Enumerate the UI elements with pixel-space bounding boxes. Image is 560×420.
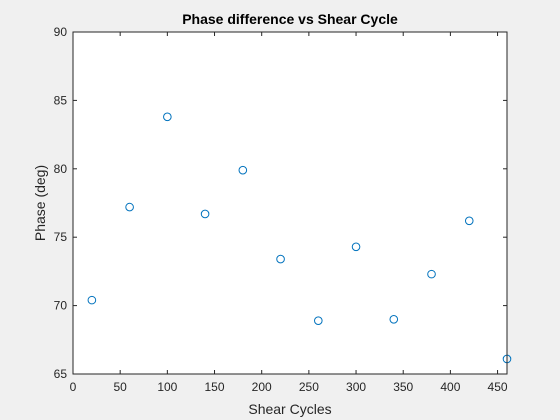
axis-ticks: 0 50 100 150 200 250 300 350 400 450 65 70 75 80 85 90	[54, 25, 508, 394]
data-point	[389, 314, 399, 324]
data-point	[125, 202, 134, 212]
y-tick-label: 85	[54, 93, 68, 107]
x-tick-label: 450	[488, 380, 508, 394]
y-tick-label: 90	[54, 25, 68, 39]
x-tick-label: 200	[252, 380, 272, 394]
data-point	[464, 216, 474, 226]
y-tick-label: 70	[54, 299, 68, 313]
data-points	[87, 112, 512, 364]
x-tick-label: 100	[157, 380, 177, 394]
y-tick-label: 75	[54, 230, 68, 244]
x-tick-label: 250	[299, 380, 319, 394]
x-tick-label: 150	[205, 380, 225, 394]
data-point	[200, 209, 210, 219]
y-axis-title: Phase (deg)	[32, 165, 48, 241]
x-axis-title: Shear Cycles	[248, 401, 331, 417]
x-tick-label: 400	[440, 380, 460, 394]
data-point	[238, 165, 248, 175]
data-point	[163, 112, 172, 122]
data-point	[87, 295, 97, 305]
data-point	[351, 242, 361, 252]
x-tick-label: 300	[346, 380, 366, 394]
y-tick-label: 65	[54, 367, 68, 381]
data-point	[314, 316, 323, 325]
data-point	[427, 269, 436, 279]
x-tick-label: 50	[113, 380, 127, 394]
axes-box	[72, 31, 508, 375]
data-point	[276, 254, 285, 264]
x-tick-label: 0	[70, 380, 77, 394]
y-tick-label: 80	[54, 162, 68, 176]
x-tick-label: 350	[393, 380, 413, 394]
plot-area	[73, 32, 507, 374]
chart-title: Phase difference vs Shear Cycle	[182, 11, 398, 27]
